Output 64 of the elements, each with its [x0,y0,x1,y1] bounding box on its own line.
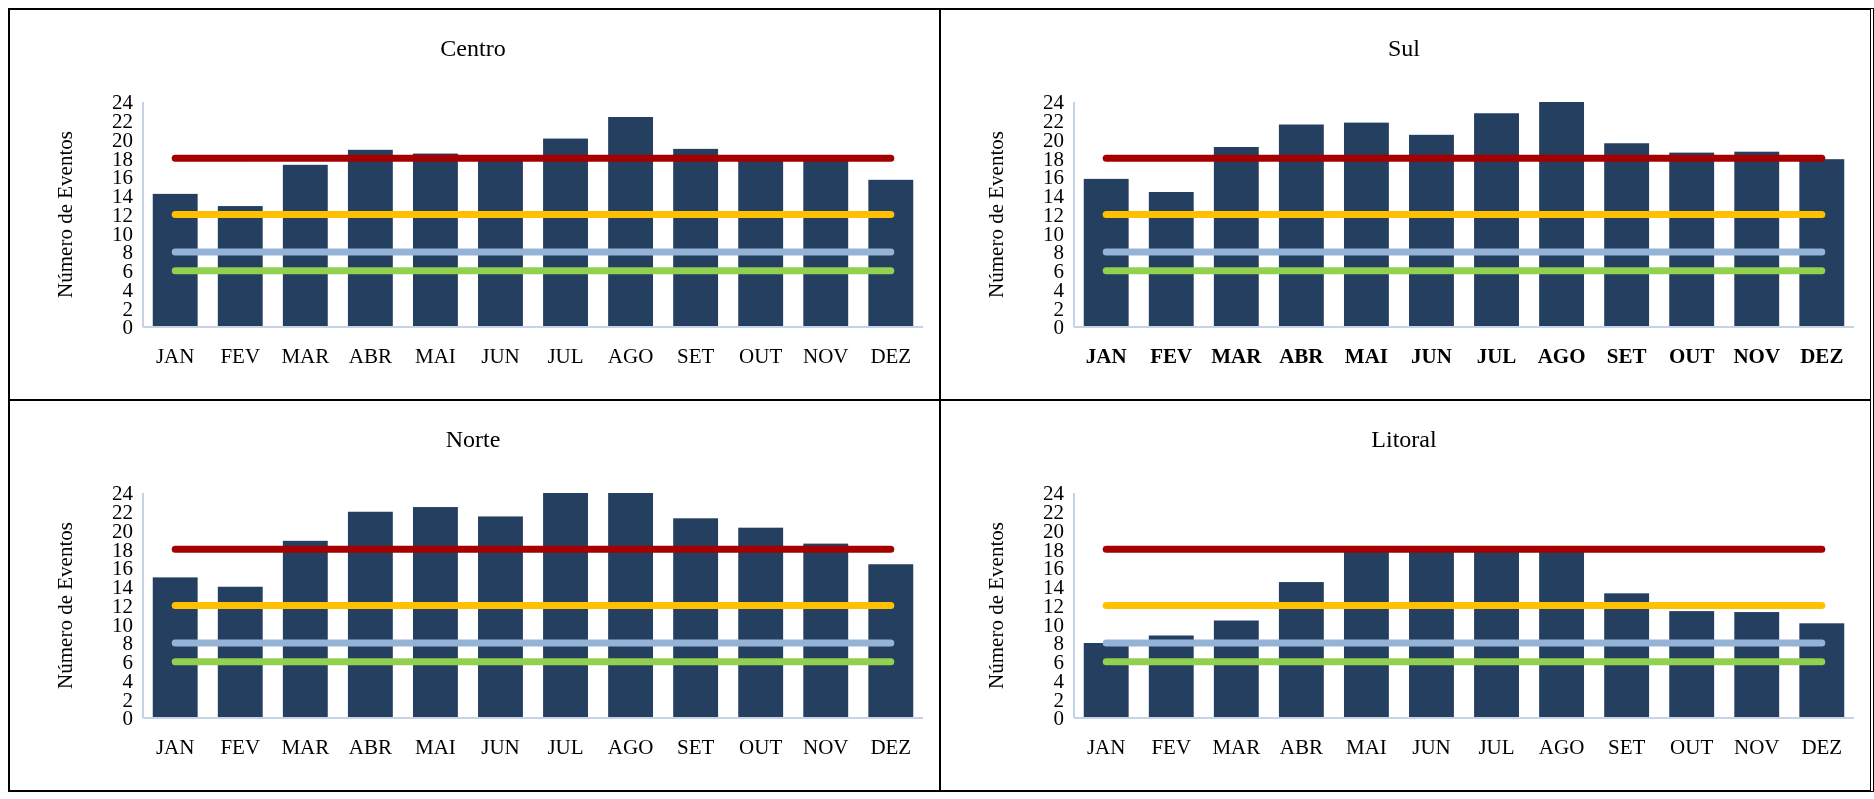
x-tick-label: JUN [481,344,520,368]
bar [1083,178,1129,327]
x-tick-label: SET [1607,735,1646,759]
x-tick-label: FEV [220,735,261,759]
x-tick-label: JUL [1476,344,1517,368]
x-tick-label: MAI [1346,735,1387,759]
x-tick-label: SET [676,735,715,759]
bar [1799,159,1845,327]
x-tick-label: SET [676,344,715,368]
x-tick-label: AGO [607,735,654,759]
x-tick-label: JUN [1412,735,1451,759]
y-axis-title: Número de Eventos [984,522,1008,689]
x-tick-label: ABR [1279,344,1325,368]
x-tick-label: JAN [1085,344,1127,368]
x-tick-label: AGO [1538,735,1585,759]
x-tick-label: MAI [415,344,456,368]
x-tick-label: FEV [1150,344,1193,368]
x-tick-label: JAN [155,735,195,759]
y-axis-title: Número de Eventos [984,131,1008,298]
bar [868,564,914,718]
x-tick-label: JUN [481,735,520,759]
x-tick-label: ABR [1279,735,1323,759]
bar [1799,623,1845,718]
x-tick-label: ABR [348,735,392,759]
x-tick-label: DEZ [870,735,912,759]
bar [868,179,914,327]
x-tick-label: DEZ [1800,344,1844,368]
x-tick-label: MAI [1344,344,1388,368]
x-tick-label: OUT [739,735,783,759]
bar [152,193,198,327]
x-tick-label: NOV [802,344,849,368]
x-tick-label: JUL [547,735,584,759]
x-tick-label: NOV [1733,735,1780,759]
x-tick-label: OUT [1668,344,1715,368]
x-tick-label: FEV [1151,735,1192,759]
bar [152,577,198,718]
x-tick-label: DEZ [1801,735,1843,759]
x-tick-label: NOV [1733,344,1781,368]
x-tick-label: OUT [739,344,783,368]
chart-title: Norte [445,426,501,452]
x-tick-label: ABR [348,344,392,368]
x-tick-label: NOV [802,735,849,759]
bar [1083,643,1129,718]
x-tick-label: FEV [220,344,261,368]
x-tick-label: MAR [1212,735,1261,759]
x-tick-label: JAN [1086,735,1126,759]
y-axis-title: Número de Eventos [53,522,77,689]
x-tick-label: OUT [1670,735,1714,759]
x-tick-label: MAR [1211,344,1263,368]
chart-title: Centro [440,35,506,61]
x-tick-label: AGO [1537,344,1586,368]
y-axis-title: Número de Eventos [53,131,77,298]
x-tick-label: MAR [281,344,330,368]
x-tick-label: JUL [547,344,584,368]
x-tick-label: SET [1606,344,1647,368]
x-tick-label: JUN [1411,344,1452,368]
x-tick-label: JUL [1478,735,1515,759]
x-tick-label: MAR [281,735,330,759]
x-tick-label: JAN [155,344,195,368]
chart-title: Sul [1387,35,1421,61]
x-tick-label: DEZ [870,344,912,368]
x-tick-label: MAI [415,735,456,759]
x-tick-label: AGO [607,344,654,368]
chart-title: Litoral [1371,426,1437,452]
